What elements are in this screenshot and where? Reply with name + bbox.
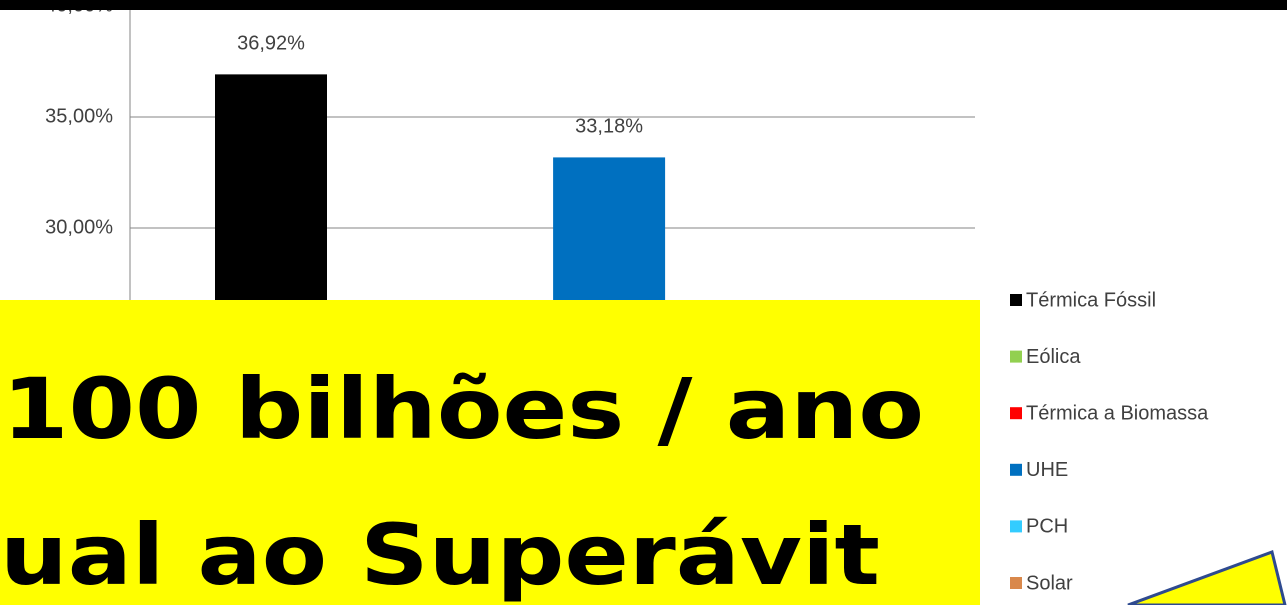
- value-label: 33,18%: [575, 116, 643, 138]
- legend-label: UHE: [1026, 459, 1068, 481]
- legend-swatch: [1010, 350, 1022, 363]
- legend-swatch: [1010, 463, 1022, 476]
- legend-swatch: [1010, 577, 1022, 589]
- legend-swatch: [1010, 520, 1022, 533]
- y-tick-label: 30,00%: [45, 216, 113, 238]
- legend-label: Solar: [1026, 572, 1073, 594]
- callout-shape: [1127, 550, 1287, 605]
- highlight-box: [0, 300, 980, 605]
- top-bar: [0, 0, 1287, 10]
- annotation: ual ao Superávit: [0, 506, 880, 604]
- value-label: 36,92%: [237, 33, 305, 55]
- annotation: 100 bilhões / ano: [2, 360, 924, 458]
- legend-label: PCH: [1026, 516, 1068, 538]
- legend-swatch: [1010, 407, 1022, 420]
- y-tick-label: 35,00%: [45, 105, 113, 127]
- legend-swatch: [1010, 294, 1022, 306]
- legend-label: Térmica Fóssil: [1026, 289, 1156, 311]
- legend-label: Eólica: [1026, 346, 1081, 368]
- legend-label: Térmica a Biomassa: [1026, 402, 1209, 424]
